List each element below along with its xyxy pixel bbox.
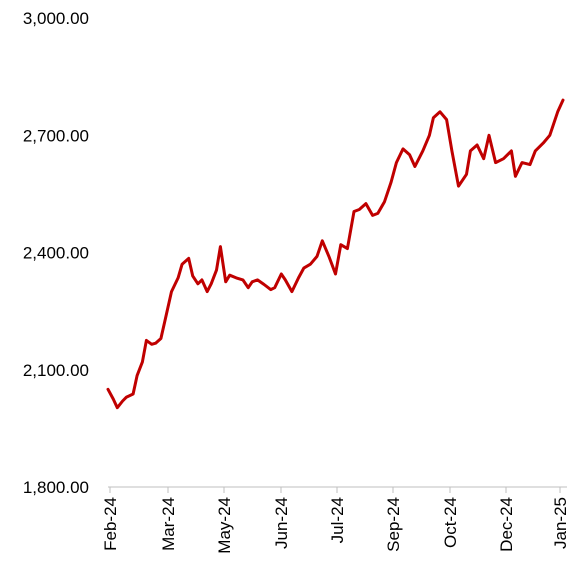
x-tick-label: Mar-24 (159, 497, 178, 551)
y-tick-label: 2,100.00 (23, 361, 89, 380)
x-axis-labels: Feb-24 Mar-24 May-24 Jun-24 Jul-24 Sep-24 Oct-… (101, 497, 570, 554)
x-tick-label: Sep-24 (384, 497, 403, 552)
x-tick-label: Oct-24 (441, 497, 460, 548)
y-tick-label: 2,400.00 (23, 244, 89, 263)
x-axis-ticks (109, 487, 561, 493)
x-tick-label: Jan-25 (551, 497, 570, 549)
y-tick-label: 2,700.00 (23, 126, 89, 145)
x-tick-label: Jun-24 (272, 497, 291, 549)
y-tick-label: 3,000.00 (23, 9, 89, 28)
x-tick-label: Dec-24 (497, 497, 516, 552)
x-tick-label: May-24 (215, 497, 234, 554)
y-axis-labels: 3,000.00 2,700.00 2,400.00 2,100.00 1,800.00 (23, 9, 89, 497)
x-tick-label: Feb-24 (101, 497, 120, 551)
price-series-line (106, 98, 565, 410)
y-tick-label: 1,800.00 (23, 478, 89, 497)
x-tick-label: Jul-24 (328, 497, 347, 543)
